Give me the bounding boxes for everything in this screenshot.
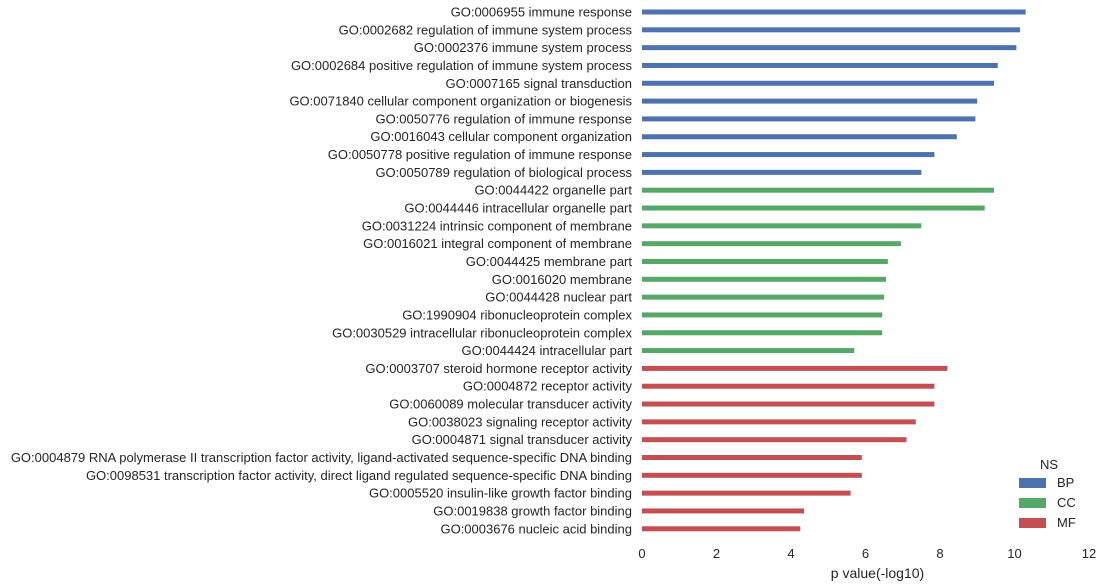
category-label: GO:0050776 regulation of immune response xyxy=(375,111,632,126)
category-label: GO:0004872 receptor activity xyxy=(463,379,633,394)
x-axis-title: p value(-log10) xyxy=(831,565,924,581)
category-label: GO:0002684 positive regulation of immune… xyxy=(291,58,633,73)
bar-bp xyxy=(642,27,1021,33)
category-label: GO:0019838 growth factor binding xyxy=(433,503,632,518)
category-label: GO:0002682 regulation of immune system p… xyxy=(339,22,633,37)
legend-swatch-bp xyxy=(1019,478,1046,488)
category-label: GO:0002376 immune system process xyxy=(414,40,633,55)
bar-bp xyxy=(642,116,976,122)
x-tick-label: 10 xyxy=(1007,546,1021,561)
bar-cc xyxy=(642,258,888,264)
x-tick-label: 4 xyxy=(787,546,794,561)
category-label: GO:0016020 membrane xyxy=(492,272,632,287)
bar-cc xyxy=(642,223,922,229)
bar-mf xyxy=(642,401,935,407)
legend-label: CC xyxy=(1057,495,1076,510)
x-axis: 0 2 4 6 8 10 12 xyxy=(638,546,1096,561)
category-label: GO:0044425 membrane part xyxy=(466,254,633,269)
category-label: GO:0038023 signaling receptor activity xyxy=(408,414,633,429)
bar-cc xyxy=(642,312,883,318)
bar-mf xyxy=(642,508,805,514)
bar-bp xyxy=(642,169,922,175)
category-label: GO:0004871 signal transducer activity xyxy=(412,432,633,447)
bar-mf xyxy=(642,526,801,532)
category-label: GO:0016043 cellular component organizati… xyxy=(370,129,632,144)
category-label: GO:0060089 molecular transducer activity xyxy=(389,397,632,412)
legend: NS BP CC MF xyxy=(1019,457,1076,530)
category-label: GO:0004879 RNA polymerase II transcripti… xyxy=(11,450,632,465)
bar-mf xyxy=(642,472,862,478)
bar-mf xyxy=(642,419,916,425)
category-labels-group: GO:0006955 immune response GO:0002682 reg… xyxy=(11,5,633,537)
category-label: GO:0006955 immune response xyxy=(451,5,632,20)
x-tick-label: 2 xyxy=(713,546,720,561)
category-label: GO:0098531 transcription factor activity… xyxy=(86,468,632,483)
category-label: GO:0044428 nuclear part xyxy=(485,290,632,305)
category-label: GO:0003707 steroid hormone receptor acti… xyxy=(365,361,632,376)
category-label: GO:0007165 signal transduction xyxy=(446,76,632,91)
legend-label: MF xyxy=(1057,515,1076,530)
category-label: GO:0005520 insulin-like growth factor bi… xyxy=(369,486,632,501)
bar-mf xyxy=(642,490,851,496)
category-label: GO:0044446 intracellular organelle part xyxy=(404,201,632,216)
legend-title: NS xyxy=(1040,457,1058,472)
bar-bp xyxy=(642,62,998,68)
bars-group xyxy=(642,9,1026,532)
bar-mf xyxy=(642,365,948,371)
bar-cc xyxy=(642,241,901,247)
bar-cc xyxy=(642,330,883,336)
bar-cc xyxy=(642,348,855,354)
bar-bp xyxy=(642,134,957,140)
category-label: GO:0003676 nucleic acid binding xyxy=(440,521,632,536)
bar-mf xyxy=(642,455,862,460)
legend-swatch-cc xyxy=(1019,498,1046,508)
category-label: GO:0071840 cellular component organizati… xyxy=(289,94,632,109)
bar-bp xyxy=(642,152,935,158)
bar-cc xyxy=(642,205,985,211)
x-tick-label: 8 xyxy=(936,546,943,561)
bar-cc xyxy=(642,187,995,193)
category-label: GO:0050789 regulation of biological proc… xyxy=(375,165,632,180)
category-label: GO:0050778 positive regulation of immune… xyxy=(328,147,632,162)
category-label: GO:0044422 organelle part xyxy=(474,183,632,198)
category-label: GO:1990904 ribonucleoprotein complex xyxy=(402,307,632,322)
category-label: GO:0044424 intracellular part xyxy=(461,343,632,358)
legend-label: BP xyxy=(1057,475,1074,490)
x-tick-label: 0 xyxy=(638,546,645,561)
bar-bp xyxy=(642,45,1017,51)
category-label: GO:0016021 integral component of membran… xyxy=(363,236,632,251)
bar-bp xyxy=(642,80,995,86)
category-label: GO:0031224 intrinsic component of membra… xyxy=(362,218,632,233)
bar-bp xyxy=(642,9,1026,15)
bar-cc xyxy=(642,276,886,282)
bar-mf xyxy=(642,383,935,389)
x-tick-label: 12 xyxy=(1082,546,1096,561)
legend-swatch-mf xyxy=(1019,518,1046,528)
bar-mf xyxy=(642,437,907,443)
bar-bp xyxy=(642,98,978,104)
x-tick-label: 6 xyxy=(862,546,869,561)
category-label: GO:0030529 intracellular ribonucleoprote… xyxy=(332,325,632,340)
bar-cc xyxy=(642,294,885,300)
